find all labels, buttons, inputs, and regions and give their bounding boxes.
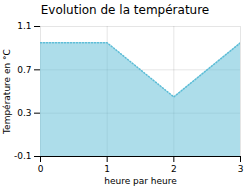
svg-text:0: 0 (38, 164, 44, 174)
svg-text:1.1: 1.1 (17, 21, 31, 31)
svg-text:0.7: 0.7 (17, 65, 31, 75)
svg-text:1: 1 (104, 164, 110, 174)
svg-text:Température en °C: Température en °C (2, 49, 12, 135)
svg-text:heure par heure: heure par heure (104, 176, 177, 186)
svg-text:-0.1: -0.1 (14, 151, 32, 161)
svg-text:0.3: 0.3 (17, 108, 31, 118)
svg-text:2: 2 (171, 164, 177, 174)
html-text:Evolution de la température: Evolution de la température (40, 3, 210, 17)
svg-text:3: 3 (238, 164, 244, 174)
